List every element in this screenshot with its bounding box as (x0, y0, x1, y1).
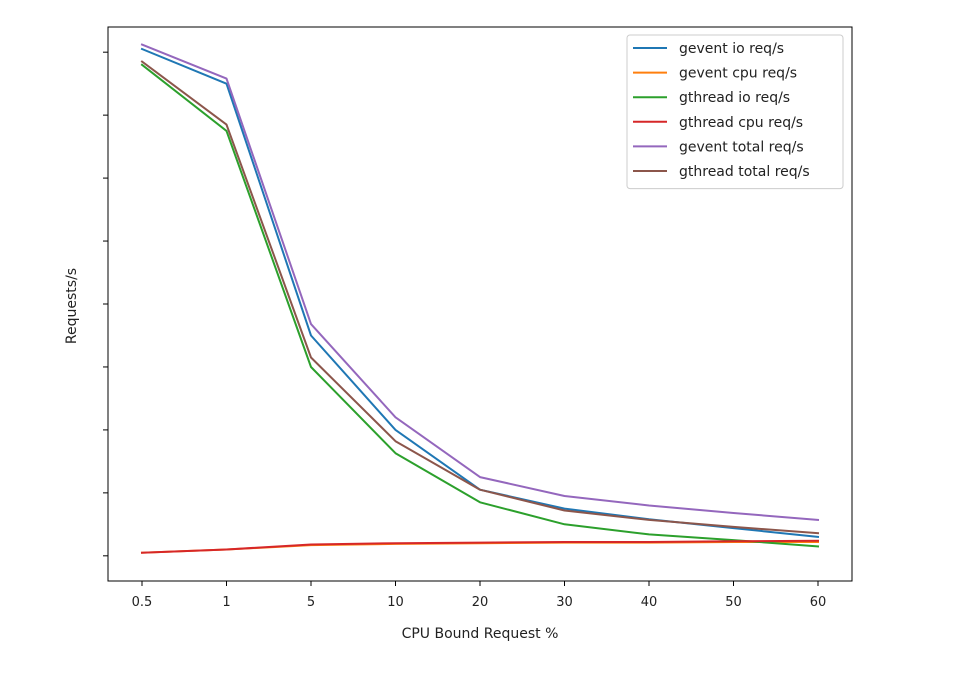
x-tick-label: 1 (222, 595, 230, 610)
series-line (140, 539, 820, 554)
x-tick-label: 5 (307, 595, 315, 610)
series-line (140, 60, 820, 535)
legend-entry: gevent io req/s (679, 41, 784, 57)
x-tick-label: 30 (556, 595, 573, 610)
series-line (140, 541, 819, 554)
x-tick-label: 40 (641, 595, 658, 610)
legend-entry: gthread cpu req/s (679, 115, 803, 131)
axes: 0.5 1 5 10 20 30 40 50 60 (103, 26, 853, 610)
x-tick-label: 10 (387, 595, 404, 610)
x-tick-label: 60 (810, 595, 827, 610)
x-tick-label: 0.5 (132, 595, 153, 610)
legend-entry: gthread io req/s (679, 90, 790, 106)
legend: gevent io req/s gevent cpu req/s gthread i… (626, 34, 844, 190)
legend-entry: gevent total req/s (679, 139, 804, 155)
legend-box (626, 34, 844, 190)
series-line (140, 63, 820, 548)
legend-entry: gevent cpu req/s (679, 66, 797, 82)
x-tick-label: 20 (472, 595, 489, 610)
legend-entry: gthread total req/s (679, 164, 810, 180)
x-axis-label: CPU Bound Request % (402, 626, 559, 642)
x-tick-label: 50 (725, 595, 742, 610)
y-axis-label: Requests/s (64, 268, 80, 344)
series-line (140, 43, 820, 521)
series-lines (140, 43, 820, 554)
